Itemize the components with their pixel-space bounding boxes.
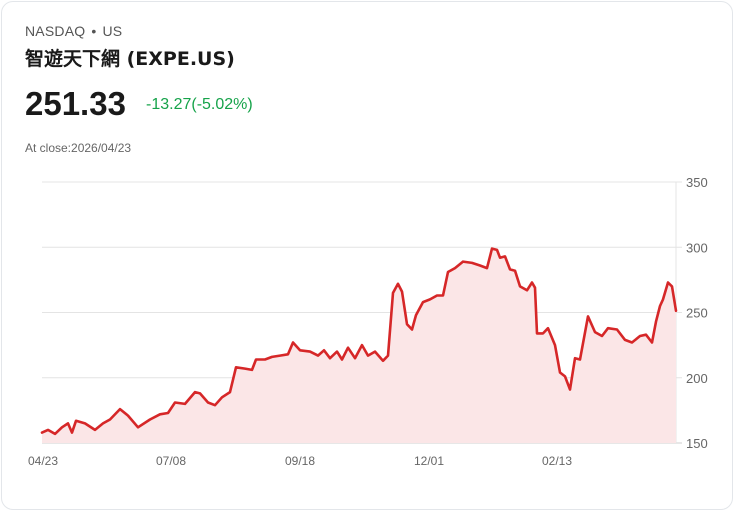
region-name: US: [102, 23, 123, 39]
y-tick-label: 250: [686, 306, 708, 321]
y-tick-label: 200: [686, 371, 708, 386]
separator-dot: •: [91, 23, 97, 39]
x-tick-label: 07/08: [156, 454, 186, 468]
stock-title: 智遊天下網 (EXPE.US): [25, 48, 235, 70]
x-axis-ticks: 04/23 07/08 09/18 12/01 02/13: [28, 454, 572, 468]
x-tick-label: 04/23: [28, 454, 58, 468]
y-axis-ticks: 150 200 250 300 350: [686, 175, 708, 451]
exchange-name: NASDAQ: [25, 23, 86, 39]
y-tick-label: 300: [686, 240, 708, 255]
x-tick-label: 12/01: [414, 454, 444, 468]
close-date: At close:2026/04/23: [25, 141, 132, 155]
x-tick-label: 02/13: [542, 454, 572, 468]
exchange-label: NASDAQ • US: [25, 23, 122, 39]
current-price: 251.33: [25, 85, 126, 122]
y-tick-label: 350: [686, 175, 708, 190]
price-area-fill: [42, 248, 676, 443]
price-change: -13.27(-5.02%): [146, 96, 253, 113]
y-tick-label: 150: [686, 436, 708, 451]
price-line[interactable]: [40, 247, 678, 436]
x-tick-label: 09/18: [285, 454, 315, 468]
